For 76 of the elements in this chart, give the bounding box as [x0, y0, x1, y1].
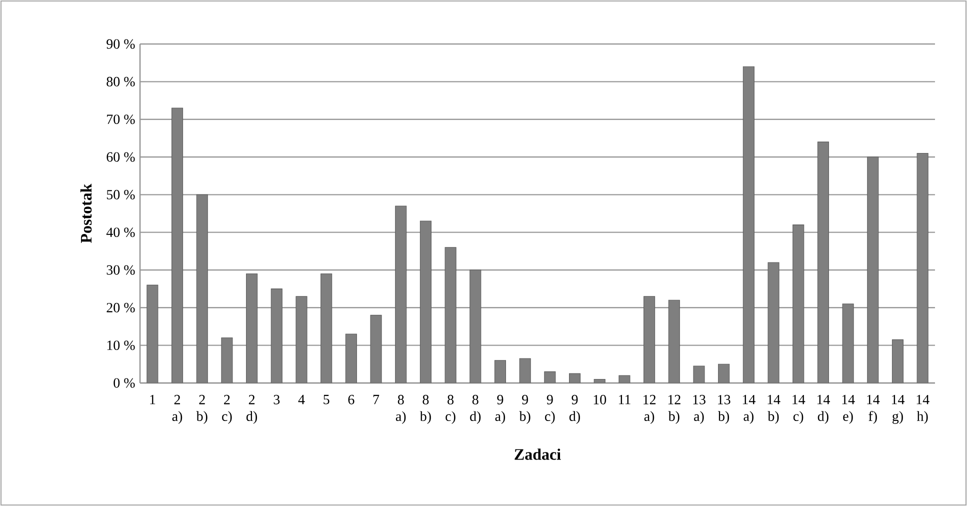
x-tick-label: 14 e)	[842, 394, 855, 424]
bar	[668, 300, 680, 383]
x-tick-label: 14 g)	[892, 394, 905, 424]
bar	[370, 314, 382, 383]
x-axis-title: Zadaci	[514, 448, 561, 460]
x-tick-label: 8 d)	[470, 394, 481, 424]
bar	[196, 194, 208, 383]
y-tick-label: 40 %	[106, 228, 135, 238]
bar	[693, 366, 705, 383]
x-tick-label: 9 b)	[519, 394, 530, 424]
bar	[470, 270, 482, 383]
x-tick-label: 9 c)	[545, 394, 555, 424]
x-tick-label: 14 f)	[867, 394, 880, 424]
bar	[494, 360, 506, 383]
bar	[768, 262, 780, 383]
bar	[644, 296, 656, 383]
x-tick-label: 2 b)	[196, 394, 208, 424]
y-tick-label: 70 %	[107, 114, 135, 124]
bar	[916, 152, 928, 383]
x-tick-label: 13 a)	[693, 394, 706, 424]
bar	[594, 378, 606, 383]
x-tick-label: 2 d)	[246, 394, 258, 424]
x-tick-label: 5	[324, 394, 330, 404]
y-tick-label: 90 %	[106, 39, 135, 49]
bar	[618, 375, 630, 383]
x-tick-label: 2 a)	[172, 394, 182, 424]
x-tick-label: 12 a)	[644, 394, 656, 424]
bar	[270, 288, 282, 383]
bar	[569, 373, 581, 383]
x-tick-label: 7	[373, 394, 380, 404]
bar	[867, 156, 879, 383]
x-tick-label: 10	[594, 394, 606, 404]
bar	[296, 296, 308, 383]
x-tick-label: 11	[618, 394, 630, 404]
x-tick-label: 8 b)	[420, 394, 431, 424]
x-tick-label: 14 a)	[742, 394, 756, 424]
bar	[544, 371, 556, 383]
y-tick-label: 80 %	[106, 76, 135, 86]
x-tick-label: 9 d)	[569, 394, 580, 424]
bar	[444, 247, 456, 383]
bar	[718, 364, 730, 383]
x-tick-label: 3	[274, 394, 280, 404]
x-tick-label: 8 a)	[396, 394, 406, 424]
bar	[792, 224, 804, 383]
bar	[817, 142, 829, 383]
x-tick-label: 1	[150, 394, 156, 404]
bar	[172, 108, 184, 383]
bar	[146, 284, 158, 383]
x-tick-label: 12 b)	[668, 394, 680, 424]
bar	[742, 66, 754, 383]
y-tick-label: 0 %	[114, 378, 135, 388]
bar	[221, 338, 233, 383]
y-tick-label: 50 %	[106, 190, 135, 200]
x-tick-label: 14 d)	[817, 394, 830, 424]
x-tick-label: 14 b)	[768, 394, 780, 424]
bar	[395, 206, 407, 383]
bar	[345, 334, 357, 383]
y-tick-label: 30 %	[106, 265, 135, 275]
y-tick-label: 60 %	[106, 152, 135, 162]
x-tick-label: 8 c)	[446, 394, 456, 424]
x-tick-label: 13 b)	[718, 394, 730, 424]
x-tick-label: 6	[348, 394, 354, 404]
bar	[246, 273, 258, 383]
y-axis-title: Postotak	[80, 184, 92, 244]
x-tick-label: 14 h)	[916, 394, 930, 424]
x-tick-label: 14 c)	[792, 394, 806, 424]
bar	[892, 339, 904, 383]
y-tick-label: 10 %	[107, 340, 135, 350]
bar	[420, 220, 432, 383]
y-tick-label: 20 %	[106, 302, 135, 312]
x-tick-label: 2 c)	[222, 394, 232, 424]
x-tick-label: 4	[298, 394, 305, 404]
bar	[519, 358, 531, 383]
x-tick-label: 9 a)	[495, 394, 506, 424]
bar	[320, 273, 332, 383]
bar	[842, 304, 854, 383]
